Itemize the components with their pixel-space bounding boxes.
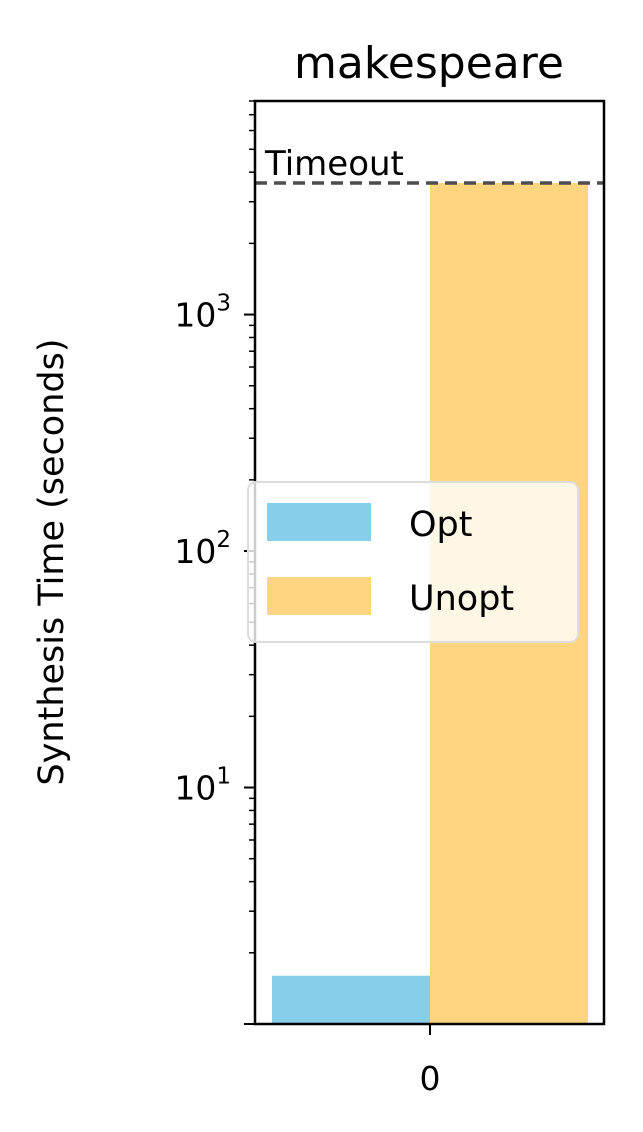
y-axis-label: Synthesis Time (seconds) — [32, 338, 72, 785]
y-tick-label: 103 — [174, 291, 231, 335]
chart-title: makespeare — [294, 38, 564, 89]
x-tick-label: 0 — [420, 1059, 441, 1098]
bar-opt — [272, 975, 430, 1024]
y-tick-label: 101 — [174, 764, 231, 808]
legend-label-opt: Opt — [409, 505, 473, 545]
legend: Opt Unopt — [247, 481, 579, 643]
reference-line-layer: Timeout — [255, 144, 604, 185]
y-ticks-layer: 101 102 103 — [174, 100, 255, 1025]
legend-swatch-unopt — [267, 577, 371, 615]
legend-swatch-opt — [267, 503, 371, 541]
x-ticks-layer: 0 — [420, 1024, 441, 1098]
timeout-label: Timeout — [264, 144, 404, 184]
legend-label-unopt: Unopt — [409, 579, 514, 619]
y-tick-label: 102 — [174, 527, 231, 571]
